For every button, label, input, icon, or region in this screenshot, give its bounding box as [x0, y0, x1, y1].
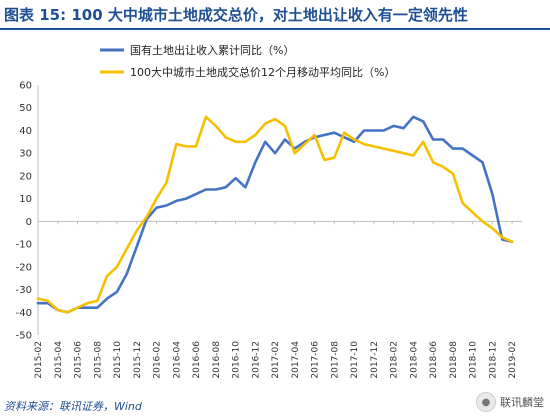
- y-tick-label: 60: [19, 81, 32, 92]
- x-tick-label: 2016-02: [153, 341, 163, 379]
- y-tick-label: 30: [19, 149, 32, 160]
- y-tick-label: -40: [16, 308, 32, 319]
- source-note: 资料来源：联讯证券，Wind: [4, 400, 142, 413]
- x-tick-label: 2018-04: [409, 341, 419, 379]
- watermark: ● 联讯麟堂: [476, 392, 544, 412]
- x-tick-label: 2017-10: [350, 341, 360, 379]
- legend-label-series-2: 100大中城市土地成交总价12个月移动平均同比（%）: [130, 65, 395, 79]
- series-line-2: [36, 115, 514, 314]
- x-tick-label: 2015-02: [34, 341, 44, 379]
- x-tick-label: 2016-06: [192, 341, 202, 379]
- x-tick-label: 2015-06: [74, 341, 84, 379]
- chart-legend: 国有土地出让收入累计同比（%） 100大中城市土地成交总价12个月移动平均同比（…: [100, 43, 395, 79]
- y-tick-label: 40: [19, 126, 32, 137]
- y-tick-label: 0: [26, 217, 32, 228]
- wechat-icon: ●: [476, 392, 496, 412]
- x-tick-label: 2017-12: [370, 341, 380, 379]
- x-tick-label: 2016-10: [232, 341, 242, 379]
- y-tick-label: -50: [16, 331, 32, 342]
- x-tick-label: 2019-02: [508, 341, 518, 379]
- x-tick-label: 2015-12: [133, 341, 143, 379]
- x-tick-label: 2018-08: [449, 341, 459, 379]
- x-tick-label: 2018-12: [488, 341, 498, 379]
- legend-label-series-1: 国有土地出让收入累计同比（%）: [130, 43, 294, 57]
- title-divider: [0, 28, 550, 30]
- y-tick-label: -10: [16, 240, 32, 251]
- y-tick-label: 20: [19, 171, 32, 182]
- chart-series: [36, 115, 514, 314]
- x-tick-label: 2017-06: [311, 341, 321, 379]
- x-tick-label: 2016-12: [251, 341, 261, 379]
- x-tick-label: 2018-02: [390, 341, 400, 379]
- chart-axes: -50 -40 -30 -20 -10 0 10 20 30 40 50 60 2015-02 2015-…: [16, 81, 522, 379]
- figure-title: 图表 15: 100 大中城市土地成交总价，对土地出让收入有一定领先性: [4, 6, 468, 24]
- x-tick-label: 2016-04: [172, 341, 182, 379]
- x-tick-label: 2018-10: [469, 341, 479, 379]
- x-tick-label: 2016-08: [212, 341, 222, 379]
- line-chart: -50 -40 -30 -20 -10 0 10 20 30 40 50 60 2015-02 2015-…: [16, 43, 522, 379]
- x-tick-label: 2018-06: [429, 341, 439, 379]
- x-tick-label: 2015-04: [54, 341, 64, 379]
- x-tick-label: 2017-02: [271, 341, 281, 379]
- x-tick-label: 2015-08: [93, 341, 103, 379]
- x-tick-label: 2017-08: [330, 341, 340, 379]
- y-tick-label: -20: [16, 262, 32, 273]
- y-tick-label: 50: [19, 103, 32, 114]
- watermark-label: 联讯麟堂: [500, 396, 544, 409]
- series-line-1: [36, 115, 514, 314]
- y-tick-label: 10: [19, 194, 32, 205]
- x-tick-label: 2015-10: [113, 341, 123, 379]
- x-tick-label: 2017-04: [291, 341, 301, 379]
- y-tick-label: -30: [16, 285, 32, 296]
